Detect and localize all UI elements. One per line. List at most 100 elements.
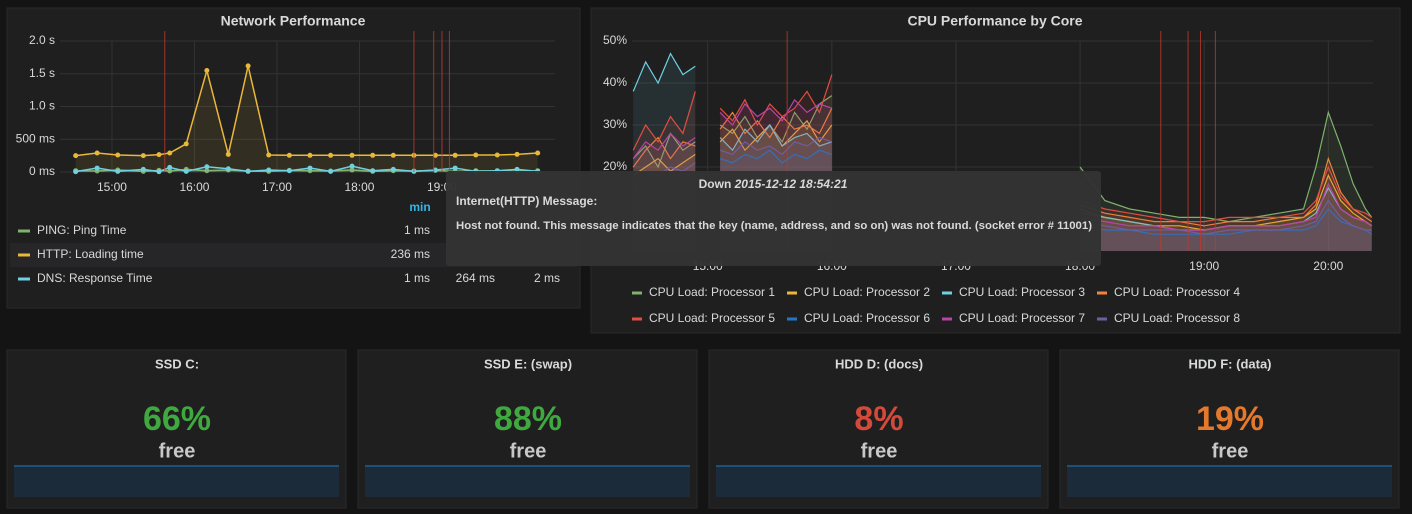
legend-value: 2 ms (534, 271, 560, 285)
series-line (632, 107, 1373, 227)
data-point (94, 165, 100, 171)
data-point (286, 168, 292, 174)
legend-label: HTTP: Loading time (37, 247, 144, 261)
data-point (328, 168, 334, 174)
data-point (204, 67, 210, 73)
data-point (115, 152, 121, 158)
stat-unit: free (1212, 440, 1249, 462)
data-point (286, 152, 292, 158)
stat-title: SSD C: (155, 356, 199, 371)
data-point (390, 166, 396, 172)
stat-value: 66% (143, 400, 211, 438)
panel-title: Network Performance (221, 13, 366, 29)
legend-value: 1 ms (404, 271, 430, 285)
y-tick-label: 1.5 s (29, 66, 55, 80)
legend-header[interactable]: min (409, 200, 430, 214)
data-point (535, 150, 541, 156)
legend-value: 1 ms (404, 223, 430, 237)
data-point (94, 150, 100, 156)
stat-unit: free (861, 440, 898, 462)
legend-label: DNS: Response Time (37, 271, 153, 285)
series-area (75, 65, 538, 172)
data-point (140, 153, 146, 159)
legend-label: CPU Load: Processor 7 (959, 311, 1085, 325)
panel-title: CPU Performance by Core (907, 13, 1082, 29)
y-tick-label: 50% (603, 33, 627, 47)
tooltip-title: Down 2015-12-12 18:54:21 (699, 177, 848, 191)
data-point (73, 169, 79, 175)
data-point (370, 168, 376, 174)
data-point (390, 152, 396, 158)
y-tick-label: 1.0 s (29, 99, 55, 113)
data-point (156, 169, 162, 175)
data-point (349, 163, 355, 169)
x-tick-label: 16:00 (179, 180, 209, 194)
tooltip-time: 2015-12-12 18:54:21 (734, 177, 848, 191)
data-point (266, 152, 272, 158)
y-tick-label: 500 ms (16, 131, 55, 145)
data-point (204, 164, 210, 170)
series-line (632, 98, 1373, 231)
data-point (266, 167, 272, 173)
data-point (349, 167, 355, 173)
legend-value: 236 ms (391, 247, 430, 261)
data-point (115, 168, 121, 174)
tooltip-heading: Internet(HTTP) Message: (456, 194, 597, 208)
y-tick-label: 20% (603, 159, 627, 173)
stat-value: 19% (1196, 400, 1264, 438)
data-point (514, 151, 520, 157)
cpu-panel (590, 7, 1401, 334)
data-point (156, 152, 162, 158)
data-point (473, 152, 479, 158)
y-tick-label: 30% (603, 117, 627, 131)
legend-value: 264 ms (456, 271, 495, 285)
data-point (140, 166, 146, 172)
series-line (75, 165, 538, 173)
data-point (328, 152, 334, 158)
y-tick-label: 0 ms (29, 164, 55, 178)
stat-unit: free (159, 440, 196, 462)
stat-title: SSD E: (swap) (484, 356, 572, 371)
legend-label: CPU Load: Processor 1 (649, 285, 775, 299)
legend-label: PING: Ping Time (37, 223, 127, 237)
stat-unit: free (510, 440, 547, 462)
data-point (73, 153, 79, 159)
data-point (307, 165, 313, 171)
data-point (183, 141, 189, 147)
data-point (494, 152, 500, 158)
x-tick-label: 18:00 (344, 180, 374, 194)
y-tick-label: 2.0 s (29, 33, 55, 47)
data-point (452, 165, 458, 171)
data-point (225, 151, 231, 157)
legend-label: CPU Load: Processor 2 (804, 285, 930, 299)
data-point (204, 168, 210, 174)
series-line (632, 74, 1373, 223)
legend-label: CPU Load: Processor 6 (804, 311, 930, 325)
data-point (183, 168, 189, 174)
data-point (514, 166, 520, 172)
legend-label: CPU Load: Processor 5 (649, 311, 775, 325)
x-tick-label: 20:00 (1313, 259, 1343, 273)
y-tick-label: 40% (603, 75, 627, 89)
data-point (307, 152, 313, 158)
data-point (245, 63, 251, 69)
stat-value: 88% (494, 400, 562, 438)
sparkline-area (14, 466, 339, 497)
sparkline-area (716, 466, 1041, 497)
stat-title: HDD D: (docs) (835, 356, 923, 371)
data-point (245, 168, 251, 174)
data-point (167, 168, 173, 174)
sparkline-area (1067, 466, 1392, 497)
stat-value: 8% (854, 400, 903, 438)
x-tick-label: 19:00 (1189, 259, 1219, 273)
tooltip-text: Host not found. This message indicates t… (456, 220, 1092, 232)
series-line (75, 65, 538, 157)
data-point (370, 152, 376, 158)
data-point (349, 152, 355, 158)
legend-label: CPU Load: Processor 8 (1114, 311, 1240, 325)
stat-title: HDD F: (data) (1188, 356, 1271, 371)
legend-label: CPU Load: Processor 4 (1114, 285, 1240, 299)
tooltip (446, 171, 1101, 266)
tooltip-title-text: Down (699, 177, 732, 191)
